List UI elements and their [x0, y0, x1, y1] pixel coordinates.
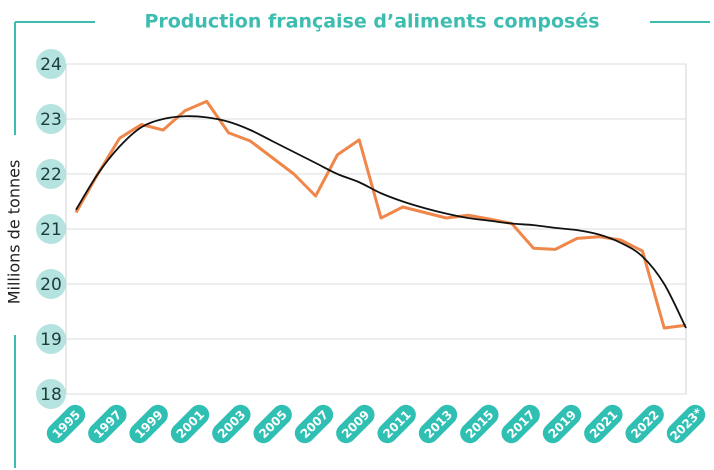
x-tick-badge — [418, 404, 458, 444]
x-tick-badge — [294, 404, 334, 444]
y-tick-badge — [36, 49, 66, 79]
x-tick: 2005 — [253, 404, 292, 444]
x-tick: 2021 — [584, 404, 623, 444]
x-tick: 2017 — [501, 404, 540, 444]
x-tick-badge — [212, 404, 251, 444]
y-tick-label: 22 — [40, 165, 62, 185]
y-axis-label: Millions de tonnes — [5, 160, 24, 305]
x-tick-badge — [46, 404, 86, 444]
y-tick-badge — [36, 214, 66, 244]
chart-title: Production française d’aliments composés — [144, 11, 599, 33]
x-tick-badge — [88, 404, 127, 444]
x-tick-badge — [625, 404, 664, 444]
y-tick-badge — [36, 104, 66, 134]
y-tick-label: 20 — [40, 275, 62, 295]
y-tick-badge — [36, 379, 66, 409]
x-tick-badge — [584, 404, 623, 444]
x-tick: 2019 — [542, 404, 582, 444]
trend-line — [75, 115, 687, 329]
x-tick: 1999 — [129, 404, 168, 444]
x-tick-badge — [460, 404, 499, 444]
x-tick: 2009 — [336, 404, 375, 444]
x-tick-badge — [666, 404, 706, 444]
y-tick-label: 19 — [40, 330, 62, 350]
x-tick: 2001 — [170, 404, 210, 444]
x-tick-badge — [542, 404, 582, 444]
x-tick: 2007 — [294, 404, 334, 444]
y-tick-badge — [36, 269, 66, 299]
y-tick-label: 21 — [40, 220, 62, 240]
y-tick-label: 24 — [40, 55, 62, 75]
x-tick: 2013 — [418, 404, 458, 444]
y-tick-label: 23 — [40, 110, 62, 130]
x-tick: 2022 — [625, 404, 664, 444]
y-tick-badge — [36, 324, 66, 354]
x-tick: 2023* — [666, 404, 706, 444]
x-tick: 2003 — [212, 404, 251, 444]
x-tick-badge — [129, 404, 168, 444]
data-line — [74, 99, 687, 330]
x-tick-badge — [253, 404, 292, 444]
x-tick: 2015 — [460, 404, 499, 444]
x-tick: 2011 — [377, 404, 416, 444]
x-tick-badge — [377, 404, 416, 444]
y-tick-label: 18 — [40, 385, 62, 405]
y-tick-badge — [36, 159, 66, 189]
x-tick-badge — [170, 404, 210, 444]
x-tick: 1997 — [88, 404, 127, 444]
